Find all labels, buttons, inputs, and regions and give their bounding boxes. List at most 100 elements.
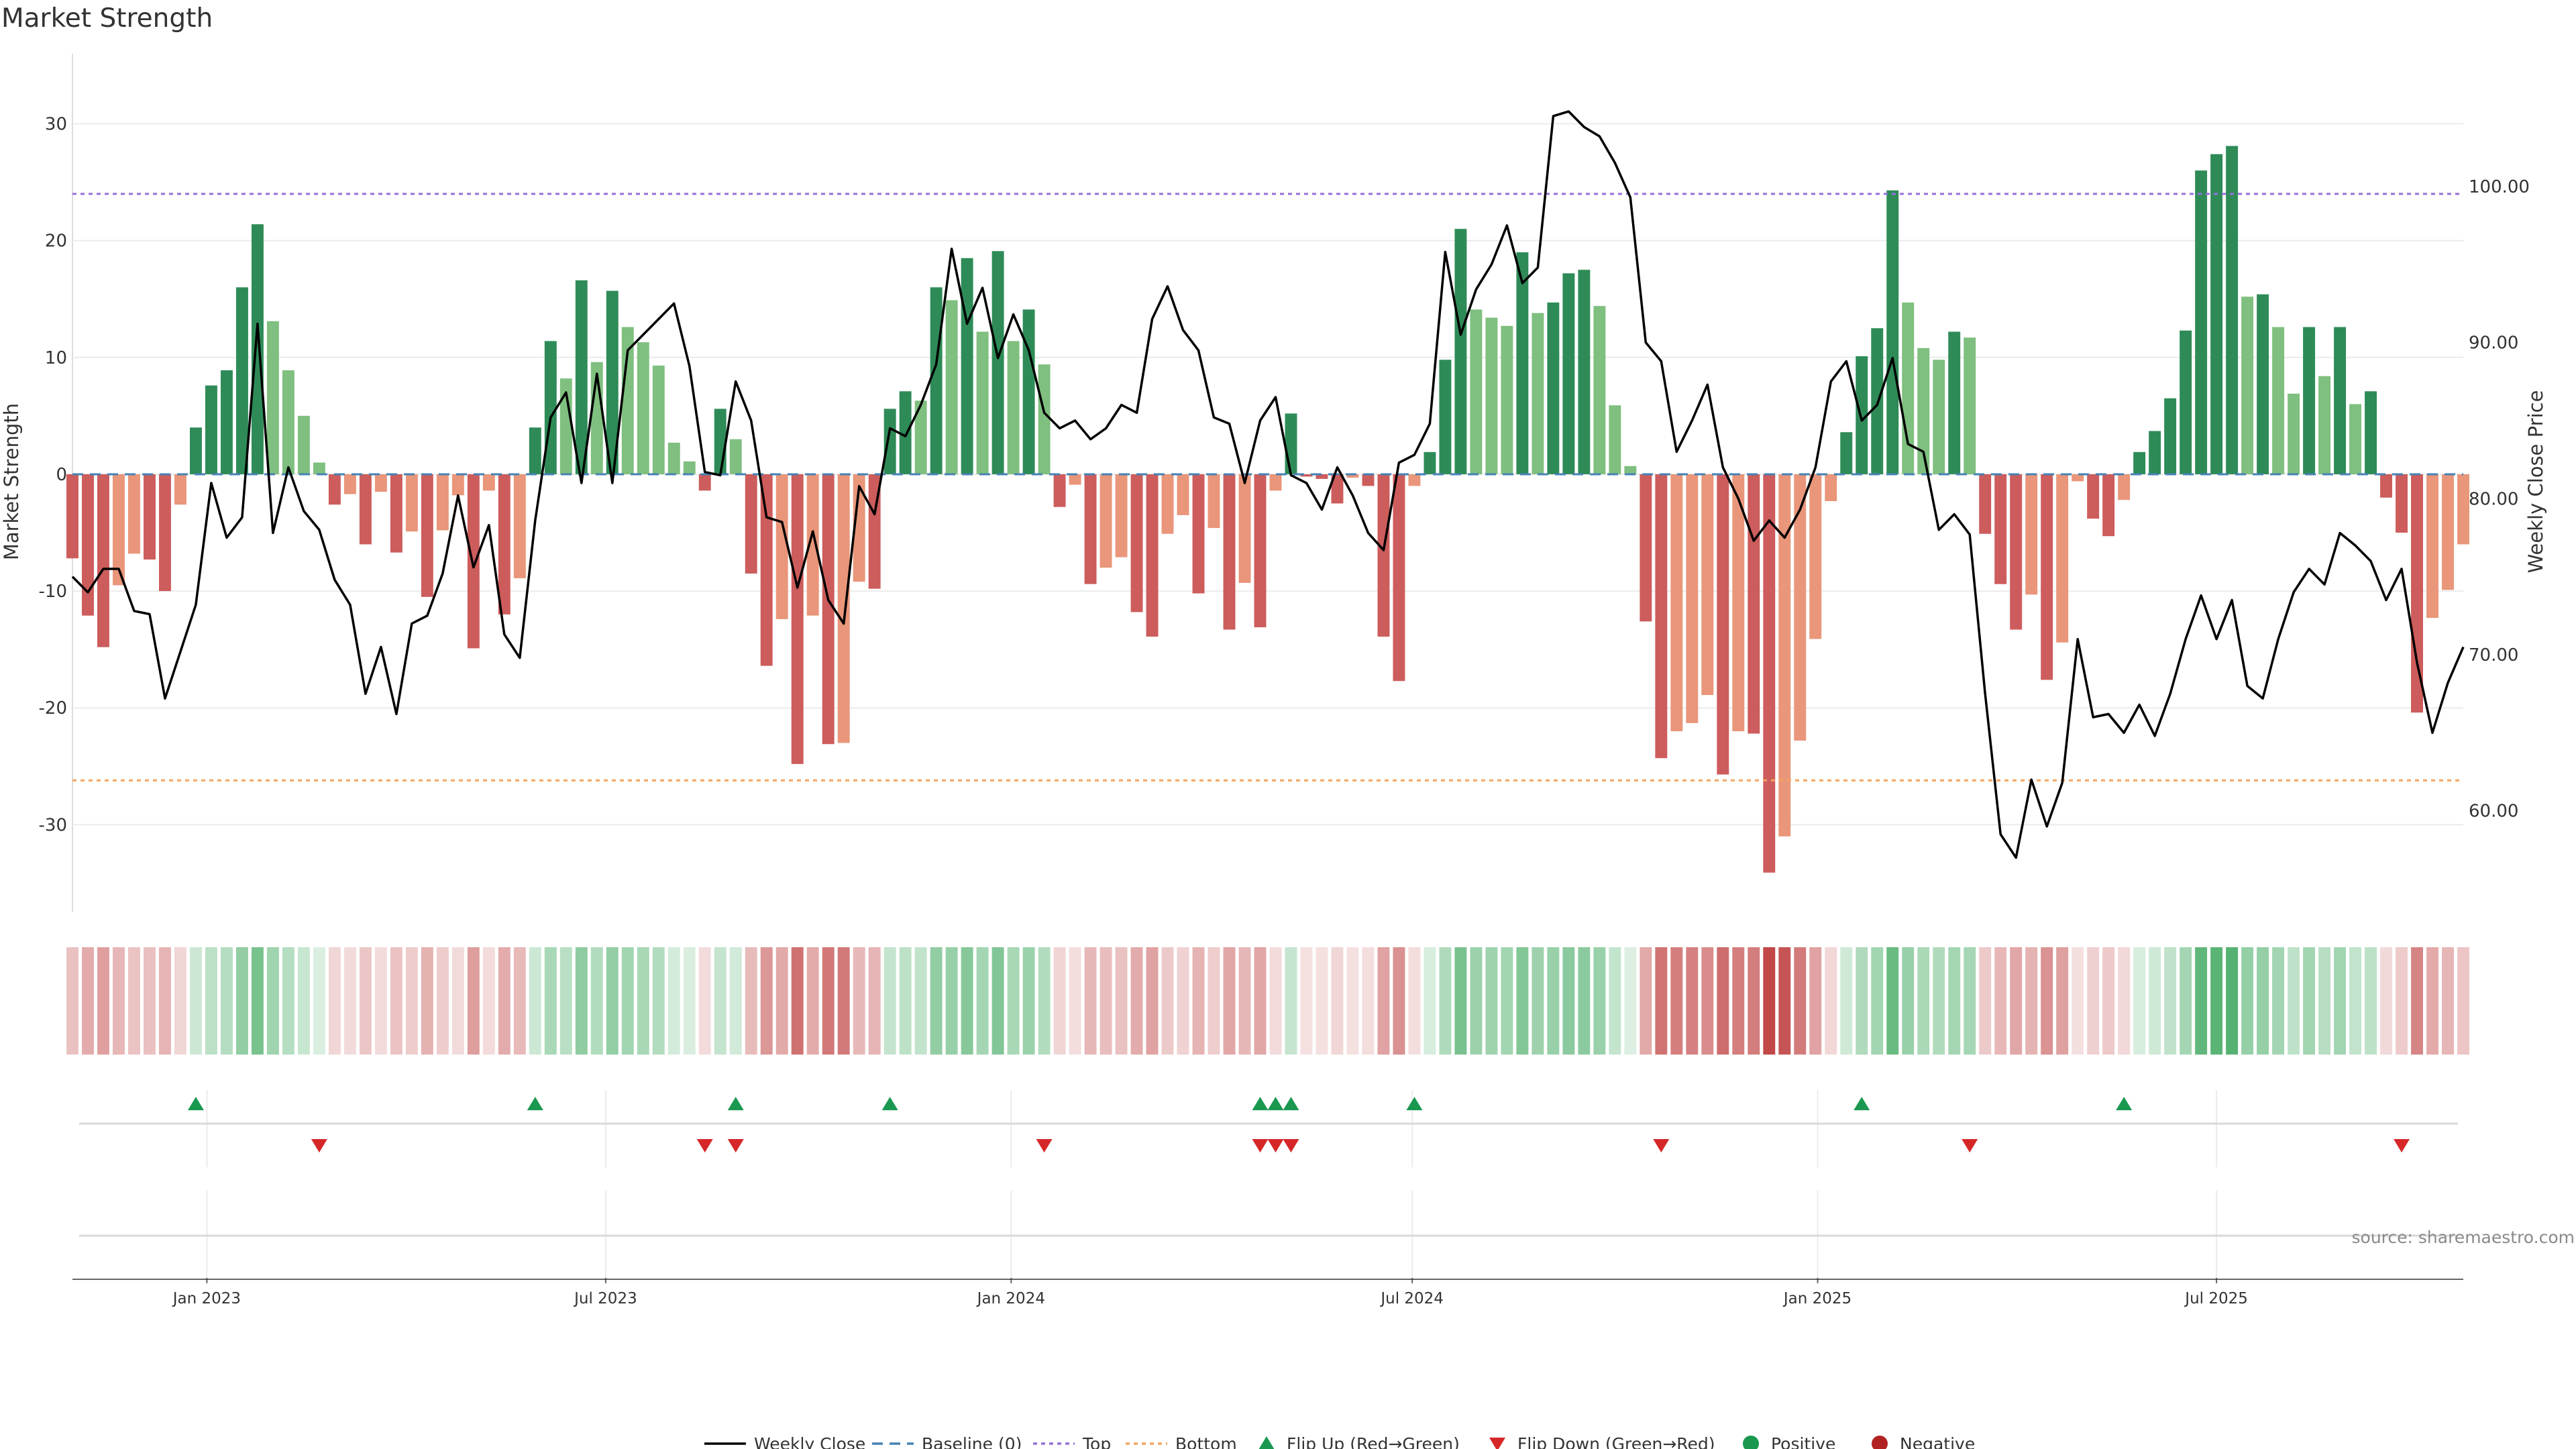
strength-bar: [1917, 347, 1930, 474]
strength-bar: [1624, 466, 1637, 474]
flip-down-marker: [1962, 1139, 1978, 1152]
strength-bar: [883, 409, 896, 474]
heat-cell: [2442, 947, 2454, 1055]
heat-cell: [2411, 947, 2423, 1055]
strength-bar: [1856, 356, 1868, 474]
heat-cell: [822, 947, 835, 1055]
legend-swatch: [1258, 1436, 1275, 1449]
heat-cell: [1609, 947, 1621, 1055]
strength-bar: [2226, 146, 2239, 474]
strength-bar: [144, 474, 156, 560]
strength-bar: [1840, 432, 1853, 474]
strength-bar: [297, 415, 310, 474]
heat-cell: [1732, 947, 1745, 1055]
strength-bar: [991, 251, 1004, 474]
strength-bar: [2133, 451, 2146, 474]
strength-bar: [1994, 474, 2007, 584]
strength-bar: [667, 442, 680, 474]
strength-bar: [1778, 474, 1791, 837]
strength-bar: [2118, 474, 2131, 500]
strength-bar: [2318, 376, 2331, 474]
strength-bar: [1238, 474, 1251, 583]
heat-cell: [575, 947, 588, 1055]
heat-cell: [1501, 947, 1513, 1055]
heat-cell: [297, 947, 310, 1055]
heat-cell: [806, 947, 819, 1055]
strength-bar: [1809, 474, 1822, 639]
heat-cell: [1439, 947, 1452, 1055]
legend-swatch: [1489, 1438, 1505, 1449]
heat-cell: [729, 947, 742, 1055]
chart-title: Market Strength: [1, 3, 213, 34]
heat-cell: [2102, 947, 2115, 1055]
heat-cell: [1670, 947, 1683, 1055]
flip-up-marker: [1267, 1097, 1284, 1110]
strength-bar: [2380, 474, 2392, 498]
strength-bar: [1763, 474, 1776, 873]
heat-cell: [1640, 947, 1652, 1055]
flip-down-markers: [311, 1139, 2410, 1152]
heat-cell: [2149, 947, 2161, 1055]
heat-cell: [2257, 947, 2269, 1055]
strength-bar: [451, 474, 464, 496]
strength-bar: [1902, 302, 1915, 474]
legend-item: Top: [1033, 1434, 1111, 1449]
right-tick-label: 90.00: [2469, 333, 2518, 354]
strength-bar: [2025, 474, 2038, 595]
strength-bar: [945, 300, 958, 474]
strength-bar: [1470, 309, 1483, 474]
left-tick-label: 10: [45, 348, 67, 368]
strength-bar: [498, 474, 511, 614]
strength-bar: [714, 409, 727, 474]
x-tick-label: Jan 2025: [1782, 1290, 1851, 1307]
legend-label: Weekly Close: [754, 1434, 865, 1449]
heat-cell: [760, 947, 773, 1055]
heat-cell: [1547, 947, 1560, 1055]
heat-cell: [1377, 947, 1390, 1055]
heat-cell: [930, 947, 943, 1055]
strength-bar: [1208, 474, 1220, 529]
left-tick-label: 30: [45, 114, 67, 134]
right-tick-label: 80.00: [2469, 489, 2518, 509]
flip-down-marker: [1036, 1139, 1053, 1152]
strength-bar: [405, 474, 418, 532]
heat-cell: [2056, 947, 2069, 1055]
legend-swatch: [1872, 1436, 1888, 1449]
heat-cell: [2041, 947, 2053, 1055]
heat-cell: [1871, 947, 1884, 1055]
heat-cell: [2226, 947, 2239, 1055]
heat-cell: [2365, 947, 2377, 1055]
heat-cell: [1593, 947, 1606, 1055]
strength-bar: [1084, 474, 1097, 584]
heat-cell: [914, 947, 927, 1055]
heat-cell: [1994, 947, 2007, 1055]
heat-cell: [1115, 947, 1128, 1055]
strength-bar: [1069, 474, 1081, 485]
strength-bar: [1362, 474, 1375, 486]
heat-cell: [1177, 947, 1189, 1055]
heat-cell: [482, 947, 495, 1055]
legend-label: Flip Down (Green→Red): [1517, 1434, 1715, 1449]
strength-bar: [791, 474, 804, 764]
flip-up-marker: [1406, 1097, 1423, 1110]
heat-cell: [1562, 947, 1575, 1055]
heat-cell: [405, 947, 418, 1055]
heat-cell: [1130, 947, 1143, 1055]
strength-bar: [2457, 474, 2469, 545]
heat-cell: [1208, 947, 1220, 1055]
heat-cell: [2164, 947, 2177, 1055]
strength-bar: [2164, 398, 2177, 474]
heat-cell: [1362, 947, 1375, 1055]
strength-bar: [961, 258, 973, 474]
strength-bar: [421, 474, 433, 597]
heat-cell: [220, 947, 233, 1055]
heat-cell: [436, 947, 449, 1055]
strength-bar: [1532, 313, 1544, 474]
flip-up-marker: [881, 1097, 898, 1110]
strength-bar: [205, 385, 217, 474]
heat-cell: [189, 947, 202, 1055]
heat-cell: [1053, 947, 1066, 1055]
strength-bar: [1038, 364, 1051, 474]
strength-bar: [2411, 474, 2423, 713]
heat-cell: [1393, 947, 1405, 1055]
